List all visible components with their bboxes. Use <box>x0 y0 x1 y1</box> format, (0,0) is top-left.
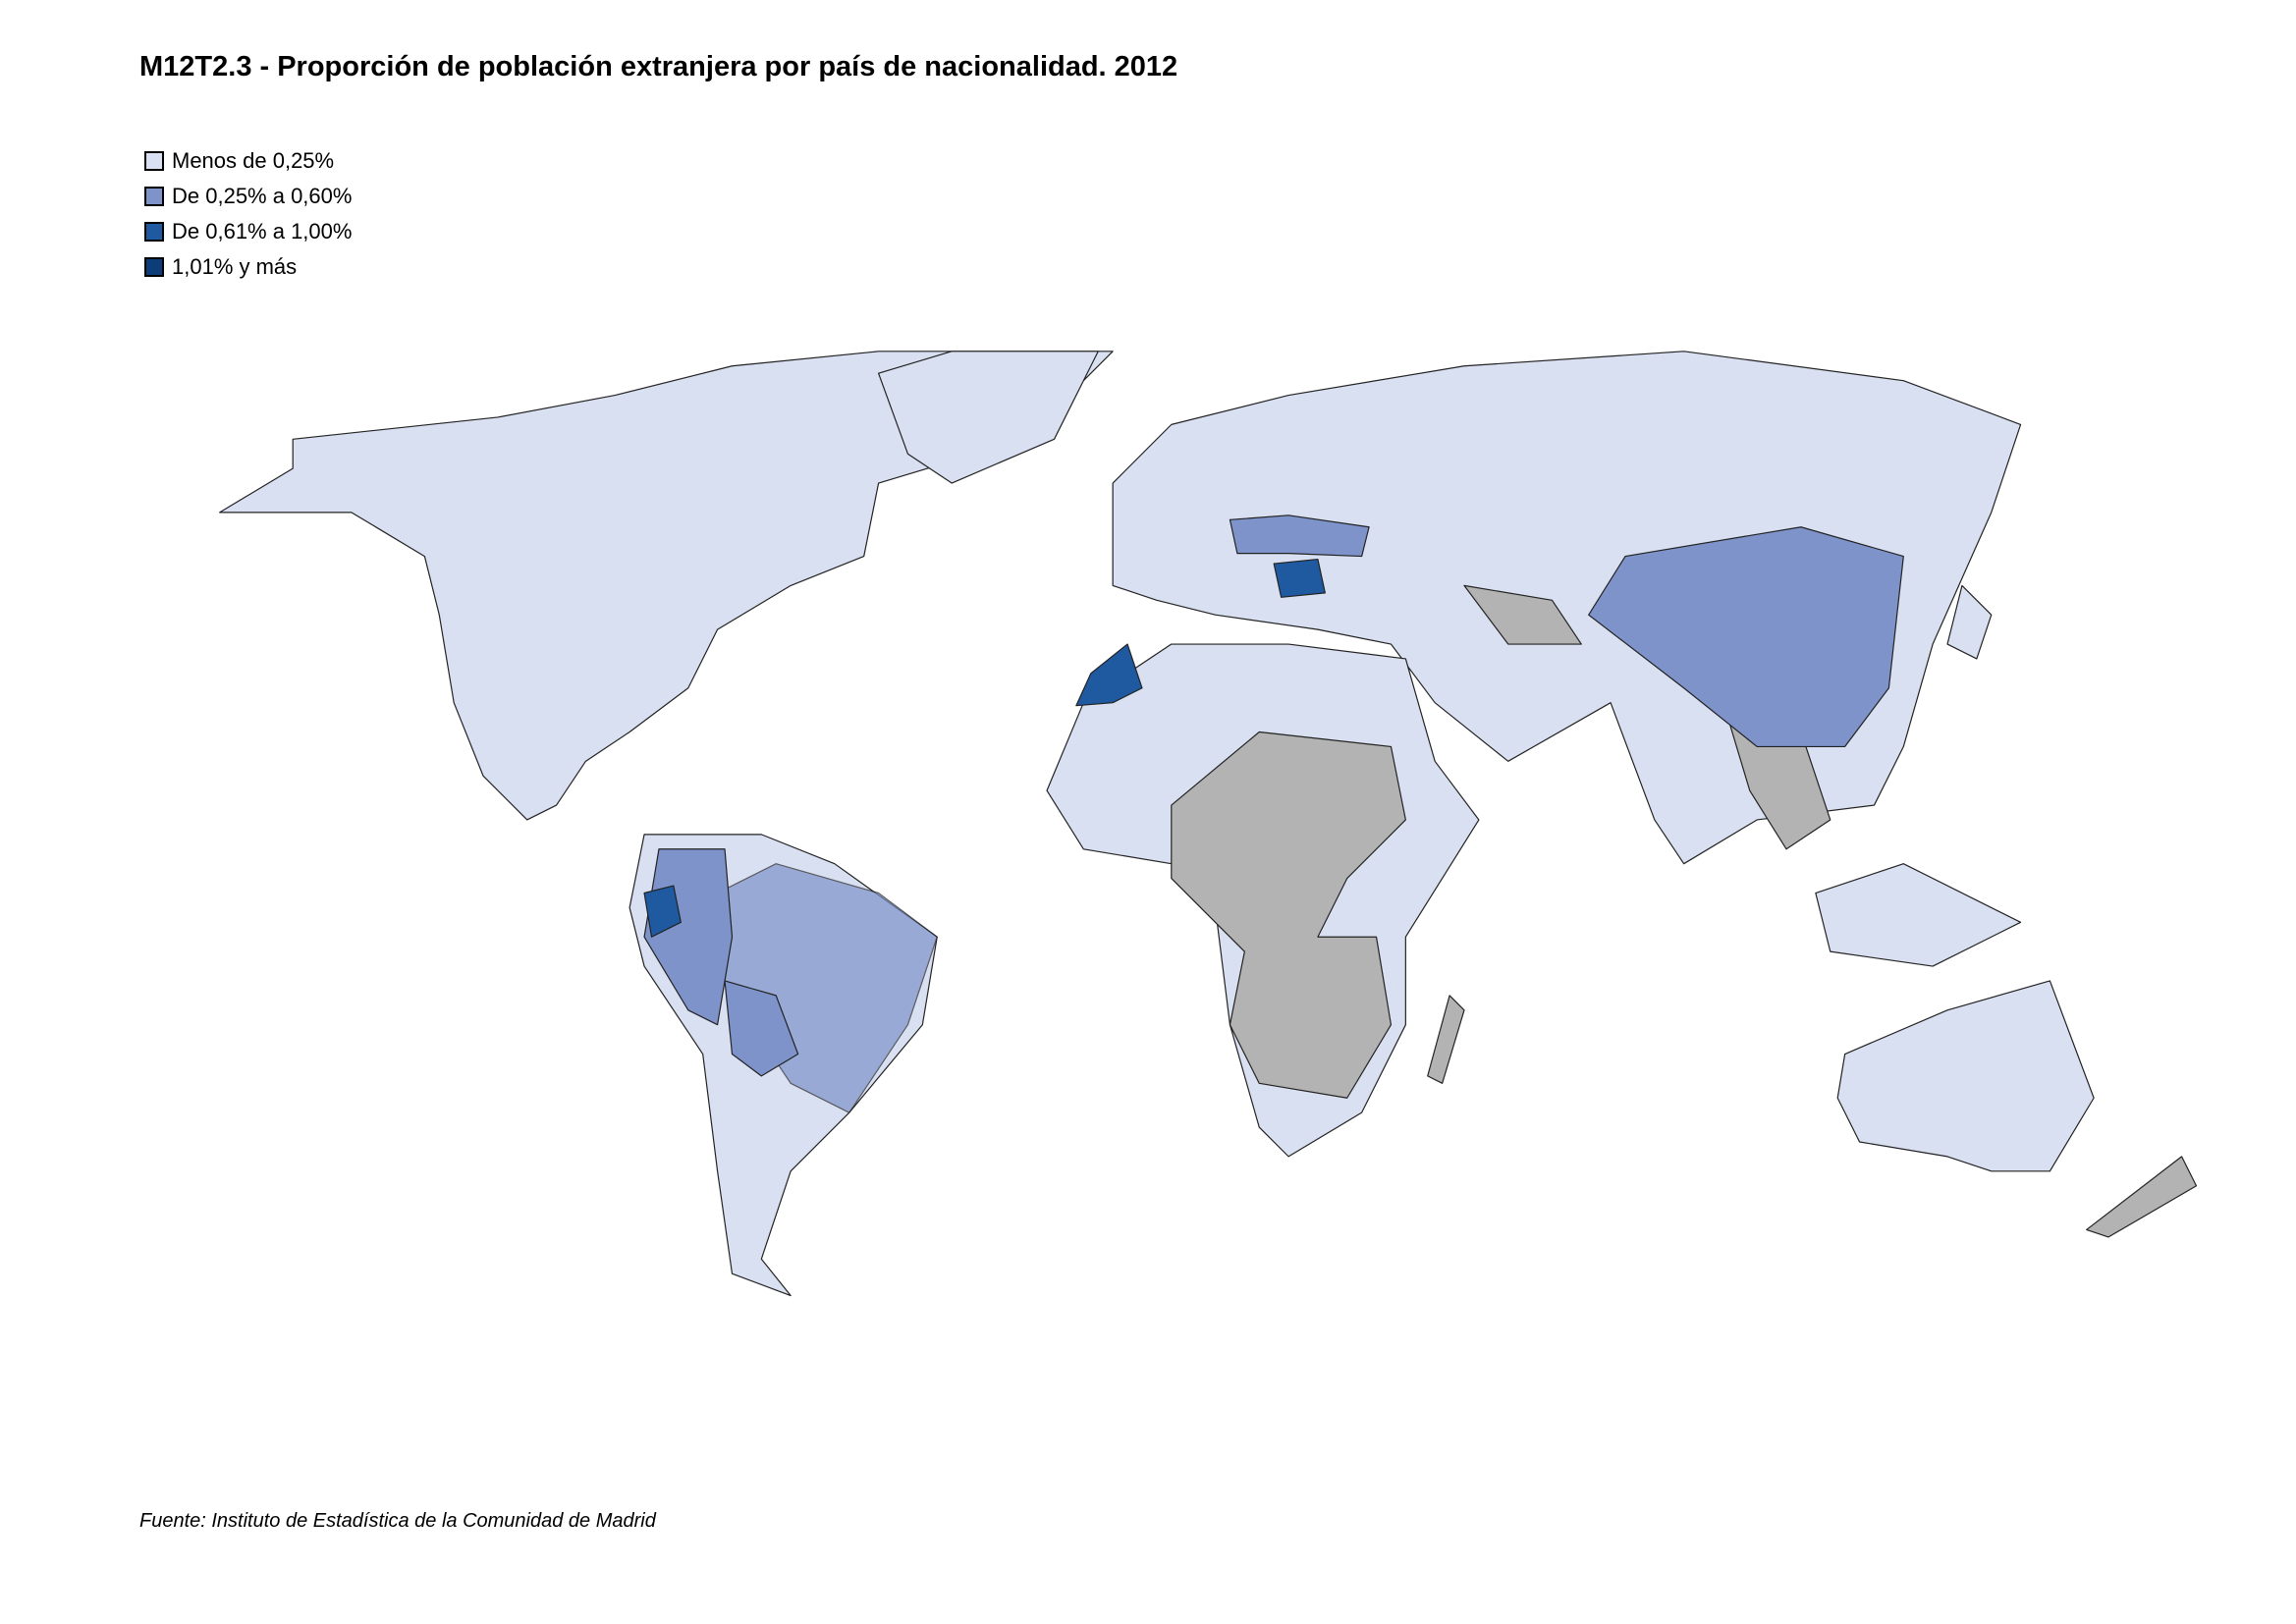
indonesia <box>1815 863 2022 967</box>
new-zealand <box>2086 1156 2198 1238</box>
central-asia <box>1463 584 1582 645</box>
madagascar <box>1427 995 1465 1084</box>
legend-swatch <box>144 257 164 277</box>
legend-label: 1,01% y más <box>172 254 298 279</box>
legend-label: Menos de 0,25% <box>172 148 335 173</box>
morocco <box>1075 643 1143 707</box>
legend-item: Menos de 0,25% <box>144 143 352 179</box>
source-note: Fuente: Instituto de Estadística de la C… <box>139 1510 656 1532</box>
legend-swatch <box>144 222 164 242</box>
central-africa <box>1171 731 1406 1099</box>
bolivia <box>724 980 799 1077</box>
legend-item: De 0,61% a 1,00% <box>144 214 352 249</box>
legend-label: De 0,25% a 0,60% <box>172 184 353 208</box>
legend-label: De 0,61% a 1,00% <box>172 219 353 244</box>
legend-swatch <box>144 187 164 206</box>
japan <box>1946 584 1993 660</box>
north-america <box>219 351 1114 821</box>
australia <box>1836 980 2095 1172</box>
greenland <box>878 351 1099 484</box>
legend: Menos de 0,25% De 0,25% a 0,60% De 0,61%… <box>144 143 352 285</box>
romania <box>1273 558 1326 598</box>
andean-countries <box>643 848 734 1026</box>
china <box>1588 526 1904 748</box>
legend-item: De 0,25% a 0,60% <box>144 179 352 214</box>
ecuador <box>643 885 682 938</box>
legend-swatch <box>144 151 164 171</box>
poland-ukraine <box>1229 514 1370 558</box>
map-title: M12T2.3 - Proporción de población extran… <box>139 51 1178 82</box>
legend-item: 1,01% y más <box>144 249 352 285</box>
